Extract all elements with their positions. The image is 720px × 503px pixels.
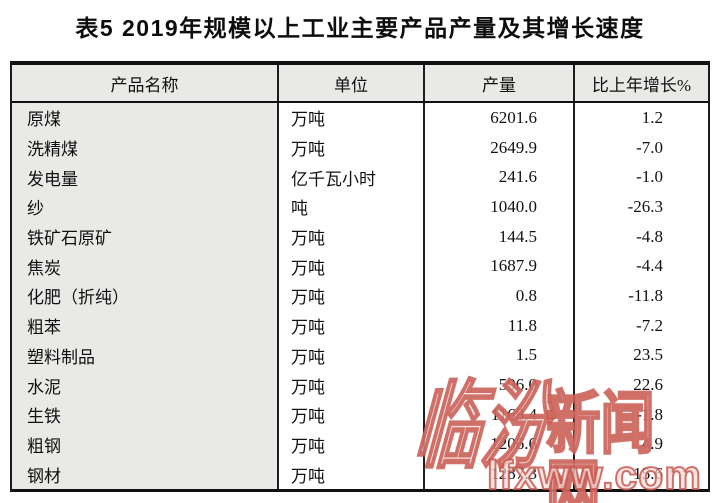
cell-product-name: 水泥 (12, 370, 279, 400)
cell-unit: 万吨 (279, 429, 425, 460)
cell-growth: -26.3 (627, 196, 663, 216)
table-row: 发电量 亿千瓦小时 241.6 -1.0 (12, 162, 708, 193)
cell-growth: -11.8 (628, 285, 663, 305)
table-row: 塑料制品 万吨 1.5 23.5 (12, 340, 708, 371)
header-unit: 单位 (279, 65, 425, 101)
table-row: 粗苯 万吨 11.8 -7.2 (12, 310, 708, 341)
cell-product-name: 生铁 (12, 399, 279, 430)
header-product-name: 产品名称 (12, 65, 279, 101)
cell-output: 11.8 (425, 310, 575, 341)
cell-unit: 万吨 (279, 340, 425, 371)
cell-unit: 万吨 (279, 103, 425, 133)
cell-growth: 4.9 (641, 434, 663, 454)
statistics-table: 产品名称 单位 产量 比上年增长% 原煤 万吨 6201.6 1.2 洗精煤 万… (10, 61, 710, 492)
cell-unit: 万吨 (279, 399, 425, 430)
cell-product-name: 焦炭 (12, 251, 279, 282)
cell-output: 1.5 (425, 340, 575, 371)
cell-output: 6201.6 (425, 103, 575, 133)
table-header-row: 产品名称 单位 产量 比上年增长% (12, 65, 708, 103)
cell-product-name: 纱 (12, 192, 279, 222)
cell-product-name: 塑料制品 (12, 340, 279, 371)
cell-unit: 吨 (279, 192, 425, 222)
cell-output: 1287.3 (425, 459, 575, 489)
cell-growth: -1.8 (636, 404, 663, 424)
table-row: 钢材 万吨 1287.3 15.6 (12, 459, 708, 489)
table-row: 化肥（折纯） 万吨 0.8 -11.8 (12, 281, 708, 311)
cell-output: 1206.6 (425, 429, 575, 460)
header-growth: 比上年增长% (591, 75, 692, 95)
cell-unit: 万吨 (279, 459, 425, 489)
cell-growth: -1.0 (636, 167, 663, 187)
cell-product-name: 钢材 (12, 459, 279, 489)
cell-product-name: 洗精煤 (12, 132, 279, 163)
cell-unit: 万吨 (279, 310, 425, 341)
cell-output: 1687.9 (425, 251, 575, 282)
cell-product-name: 粗钢 (12, 429, 279, 460)
cell-growth: 1.2 (641, 107, 663, 127)
cell-product-name: 粗苯 (12, 310, 279, 341)
cell-growth: -7.2 (636, 315, 663, 335)
cell-output: 241.6 (425, 162, 575, 193)
cell-output: 144.5 (425, 221, 575, 252)
table-row: 焦炭 万吨 1687.9 -4.4 (12, 251, 708, 282)
cell-product-name: 化肥（折纯） (12, 281, 279, 311)
cell-growth: -4.8 (636, 226, 663, 246)
cell-unit: 万吨 (279, 370, 425, 400)
cell-product-name: 原煤 (12, 103, 279, 133)
cell-growth: 22.6 (633, 375, 663, 395)
table-body: 原煤 万吨 6201.6 1.2 洗精煤 万吨 2649.9 -7.0 发电量 … (12, 103, 708, 489)
cell-unit: 万吨 (279, 221, 425, 252)
cell-growth: -4.4 (636, 256, 663, 276)
cell-unit: 亿千瓦小时 (279, 162, 425, 193)
cell-output: 2649.9 (425, 132, 575, 163)
cell-output: 0.8 (425, 281, 575, 311)
cell-product-name: 铁矿石原矿 (12, 221, 279, 252)
table-row: 粗钢 万吨 1206.6 4.9 (12, 429, 708, 460)
cell-unit: 万吨 (279, 251, 425, 282)
cell-growth: -7.0 (636, 137, 663, 157)
header-output: 产量 (425, 65, 575, 101)
cell-output: 1040.0 (425, 192, 575, 222)
table-row: 纱 吨 1040.0 -26.3 (12, 192, 708, 222)
table-title: 表5 2019年规模以上工业主要产品产量及其增长速度 (75, 15, 645, 41)
table-row: 洗精煤 万吨 2649.9 -7.0 (12, 132, 708, 163)
cell-output: 596.0 (425, 370, 575, 400)
cell-product-name: 发电量 (12, 162, 279, 193)
cell-growth: 15.6 (633, 464, 663, 484)
cell-unit: 万吨 (279, 132, 425, 163)
table-row: 生铁 万吨 1168.4 -1.8 (12, 399, 708, 430)
cell-unit: 万吨 (279, 281, 425, 311)
table-row: 原煤 万吨 6201.6 1.2 (12, 103, 708, 133)
table-row: 水泥 万吨 596.0 22.6 (12, 370, 708, 400)
cell-output: 1168.4 (425, 399, 575, 430)
cell-growth: 23.5 (633, 345, 663, 365)
table-row: 铁矿石原矿 万吨 144.5 -4.8 (12, 221, 708, 252)
